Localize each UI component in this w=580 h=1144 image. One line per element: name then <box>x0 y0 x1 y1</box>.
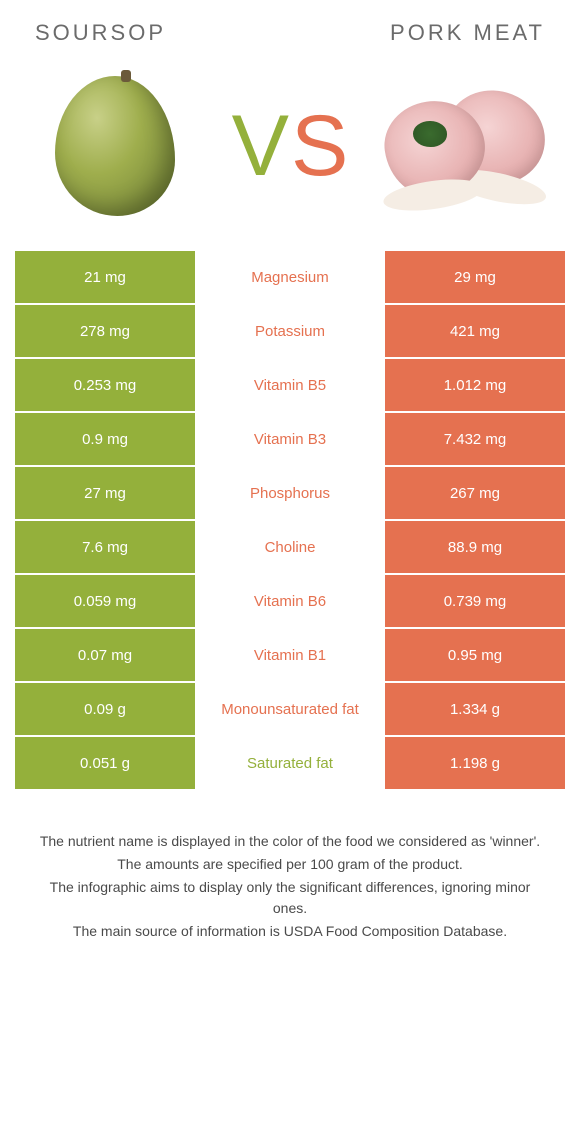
nutrient-name: Potassium <box>195 305 385 357</box>
vs-label: V S <box>232 103 349 189</box>
table-row: 0.07 mgVitamin B10.95 mg <box>15 629 565 683</box>
nutrient-left-value: 27 mg <box>15 467 195 519</box>
soursop-image <box>25 71 205 221</box>
nutrient-right-value: 0.95 mg <box>385 629 565 681</box>
nutrient-name: Choline <box>195 521 385 573</box>
nutrient-name: Vitamin B6 <box>195 575 385 627</box>
titles-row: Soursop Pork meat <box>15 20 565 61</box>
nutrient-left-value: 0.09 g <box>15 683 195 735</box>
footer-notes: The nutrient name is displayed in the co… <box>15 791 565 942</box>
nutrient-table: 21 mgMagnesium29 mg278 mgPotassium421 mg… <box>15 251 565 791</box>
footer-line: The main source of information is USDA F… <box>35 921 545 942</box>
nutrient-name: Magnesium <box>195 251 385 303</box>
title-left: Soursop <box>35 20 166 46</box>
nutrient-left-value: 0.253 mg <box>15 359 195 411</box>
nutrient-name: Vitamin B5 <box>195 359 385 411</box>
nutrient-right-value: 1.334 g <box>385 683 565 735</box>
table-row: 0.253 mgVitamin B51.012 mg <box>15 359 565 413</box>
table-row: 0.9 mgVitamin B37.432 mg <box>15 413 565 467</box>
footer-line: The nutrient name is displayed in the co… <box>35 831 545 852</box>
table-row: 0.051 gSaturated fat1.198 g <box>15 737 565 791</box>
nutrient-name: Saturated fat <box>195 737 385 789</box>
nutrient-left-value: 0.059 mg <box>15 575 195 627</box>
nutrient-right-value: 7.432 mg <box>385 413 565 465</box>
table-row: 7.6 mgCholine88.9 mg <box>15 521 565 575</box>
nutrient-name: Vitamin B1 <box>195 629 385 681</box>
footer-line: The amounts are specified per 100 gram o… <box>35 854 545 875</box>
table-row: 0.059 mgVitamin B60.739 mg <box>15 575 565 629</box>
table-row: 21 mgMagnesium29 mg <box>15 251 565 305</box>
vs-v: V <box>232 103 289 189</box>
nutrient-name: Phosphorus <box>195 467 385 519</box>
nutrient-right-value: 88.9 mg <box>385 521 565 573</box>
nutrient-left-value: 0.051 g <box>15 737 195 789</box>
nutrient-name: Monounsaturated fat <box>195 683 385 735</box>
nutrient-left-value: 21 mg <box>15 251 195 303</box>
nutrient-left-value: 7.6 mg <box>15 521 195 573</box>
table-row: 278 mgPotassium421 mg <box>15 305 565 359</box>
nutrient-right-value: 421 mg <box>385 305 565 357</box>
nutrient-left-value: 0.9 mg <box>15 413 195 465</box>
table-row: 27 mgPhosphorus267 mg <box>15 467 565 521</box>
table-row: 0.09 gMonounsaturated fat1.334 g <box>15 683 565 737</box>
nutrient-right-value: 0.739 mg <box>385 575 565 627</box>
pork-image <box>375 71 555 221</box>
nutrient-right-value: 267 mg <box>385 467 565 519</box>
hero-row: V S <box>15 61 565 251</box>
vs-s: S <box>291 103 348 189</box>
nutrient-right-value: 1.198 g <box>385 737 565 789</box>
nutrient-right-value: 29 mg <box>385 251 565 303</box>
nutrient-left-value: 278 mg <box>15 305 195 357</box>
nutrient-name: Vitamin B3 <box>195 413 385 465</box>
nutrient-right-value: 1.012 mg <box>385 359 565 411</box>
nutrient-left-value: 0.07 mg <box>15 629 195 681</box>
footer-line: The infographic aims to display only the… <box>35 877 545 919</box>
title-right: Pork meat <box>390 20 545 46</box>
